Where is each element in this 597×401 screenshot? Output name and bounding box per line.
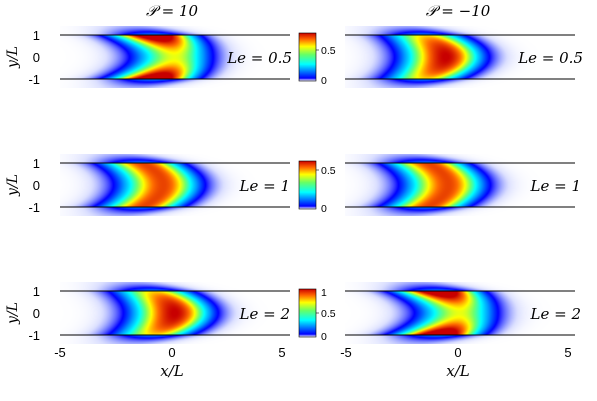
colorbar-gradient: [298, 160, 317, 210]
colorbar-tick-label: 0: [321, 203, 327, 215]
y-tick-label: 0: [33, 178, 40, 193]
colorbar-gradient: [298, 288, 317, 338]
y-tick-label: 1: [33, 156, 40, 171]
colorbar-gradient: [298, 32, 317, 82]
x-tick-label: 5: [564, 345, 571, 360]
heatmap-panel-r3-left: [60, 282, 290, 344]
y-tick-label: 0: [33, 306, 40, 321]
heatmap-panel-r2-right: [345, 154, 575, 216]
y-tick-label: -1: [28, 72, 40, 87]
y-axis-label: y/L: [5, 174, 21, 197]
le-label: Le = 2: [530, 305, 582, 323]
colorbar: 0.5 0: [298, 32, 336, 87]
colorbar-tick-label: 1: [321, 287, 327, 299]
x-axis-label: x/L: [160, 362, 184, 380]
column-title-left: 𝒫 = 10: [146, 2, 198, 20]
x-tick-label: 0: [168, 345, 175, 360]
le-label: Le = 0.5: [517, 49, 583, 67]
le-label: Le = 1: [530, 177, 582, 195]
heatmap-panel-r3-right: [345, 282, 575, 344]
le-label: Le = 1: [239, 177, 291, 195]
x-tick-label: -5: [54, 345, 66, 360]
x-tick-label: -5: [340, 345, 352, 360]
x-tick-label: 0: [454, 345, 461, 360]
y-axis-label: y/L: [5, 46, 21, 69]
heatmap-panel-r2-left: [60, 154, 290, 216]
y-tick-label: -1: [28, 200, 40, 215]
colorbar: 0.5 0: [298, 160, 336, 215]
colorbar-tick-label: 0.5: [321, 45, 336, 57]
y-tick-label: 1: [33, 28, 40, 43]
y-tick-label: 1: [33, 284, 40, 299]
x-axis-label: x/L: [446, 362, 470, 380]
y-axis-label: y/L: [5, 302, 21, 325]
y-tick-label: -1: [28, 328, 40, 343]
column-title-right: 𝒫 = −10: [426, 2, 491, 20]
channel-walls: [60, 34, 575, 336]
colorbar-tick-label: 0.5: [321, 308, 336, 320]
le-label: Le = 2: [239, 305, 291, 323]
colorbar: 1 0.5 0: [298, 287, 336, 343]
le-label: Le = 0.5: [226, 49, 292, 67]
y-tick-label: 0: [33, 50, 40, 65]
x-tick-label: 5: [278, 345, 285, 360]
colorbar-tick-label: 0: [321, 75, 327, 87]
heatmap-panel-r1-right: [345, 26, 575, 88]
heatmap-panel-r1-left: [60, 26, 290, 88]
colorbar-tick-label: 0: [321, 331, 327, 343]
colorbar-tick-label: 0.5: [321, 165, 336, 177]
